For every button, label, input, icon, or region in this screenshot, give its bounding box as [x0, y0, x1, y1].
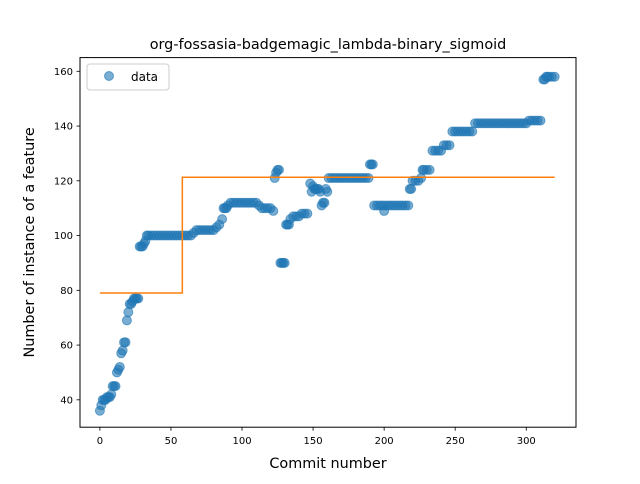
data-point-20 — [123, 307, 134, 318]
data-point-11 — [110, 381, 121, 392]
y-tick-label-80: 80 — [60, 286, 73, 297]
x-tick-label-150: 150 — [304, 436, 323, 447]
plot-area — [94, 71, 560, 416]
y-axis: 40 60 80 100 120 140 160 — [54, 67, 80, 406]
legend-box — [86, 63, 170, 91]
data-point-168 — [467, 126, 478, 137]
y-tick-label-100: 100 — [54, 231, 73, 242]
data-point-60 — [217, 214, 228, 225]
data-point-111 — [322, 186, 333, 197]
legend-label-data: data — [131, 70, 158, 84]
x-axis: 0 50 100 150 200 250 300 — [97, 427, 536, 447]
x-tick-label-300: 300 — [517, 436, 536, 447]
y-axis-label: Number of instance of a feature — [22, 127, 38, 357]
y-tick-label-40: 40 — [60, 395, 73, 406]
data-point-98 — [302, 208, 313, 219]
x-tick-label-0: 0 — [97, 436, 103, 447]
data-point-192 — [535, 115, 546, 126]
data-point-143 — [403, 200, 414, 211]
data-point-8 — [106, 389, 117, 400]
data-point-14 — [114, 361, 125, 372]
data-point-199 — [549, 71, 560, 82]
data-point-145 — [406, 184, 417, 195]
y-tick-label-160: 160 — [54, 67, 73, 78]
x-axis-label: Commit number — [269, 456, 386, 472]
data-point-149 — [416, 173, 427, 184]
data-point-109 — [319, 197, 330, 208]
fit-line — [99, 176, 555, 294]
x-tick-label-100: 100 — [232, 436, 251, 447]
chart-title: org-fossasia-badgemagic_lambda-binary_si… — [150, 37, 507, 53]
data-point-88 — [279, 257, 290, 268]
data-point-160 — [444, 140, 455, 151]
legend: data — [86, 63, 170, 91]
data-point-84 — [273, 164, 284, 175]
y-tick-label-120: 120 — [54, 176, 73, 187]
y-tick-label-140: 140 — [54, 122, 73, 133]
data-point-129 — [367, 159, 378, 170]
x-tick-label-50: 50 — [165, 436, 178, 447]
legend-marker-data — [104, 71, 114, 81]
y-tick-label-60: 60 — [60, 341, 73, 352]
axes-frame — [79, 57, 577, 428]
data-point-27 — [133, 293, 144, 304]
data-point-126 — [363, 173, 374, 184]
data-point-18 — [120, 337, 131, 348]
x-tick-label-200: 200 — [375, 436, 394, 447]
x-tick-label-250: 250 — [446, 436, 465, 447]
data-point-19 — [121, 315, 132, 326]
data-point-153 — [424, 164, 435, 175]
data-point-16 — [117, 345, 128, 356]
data-point-80 — [268, 205, 279, 216]
